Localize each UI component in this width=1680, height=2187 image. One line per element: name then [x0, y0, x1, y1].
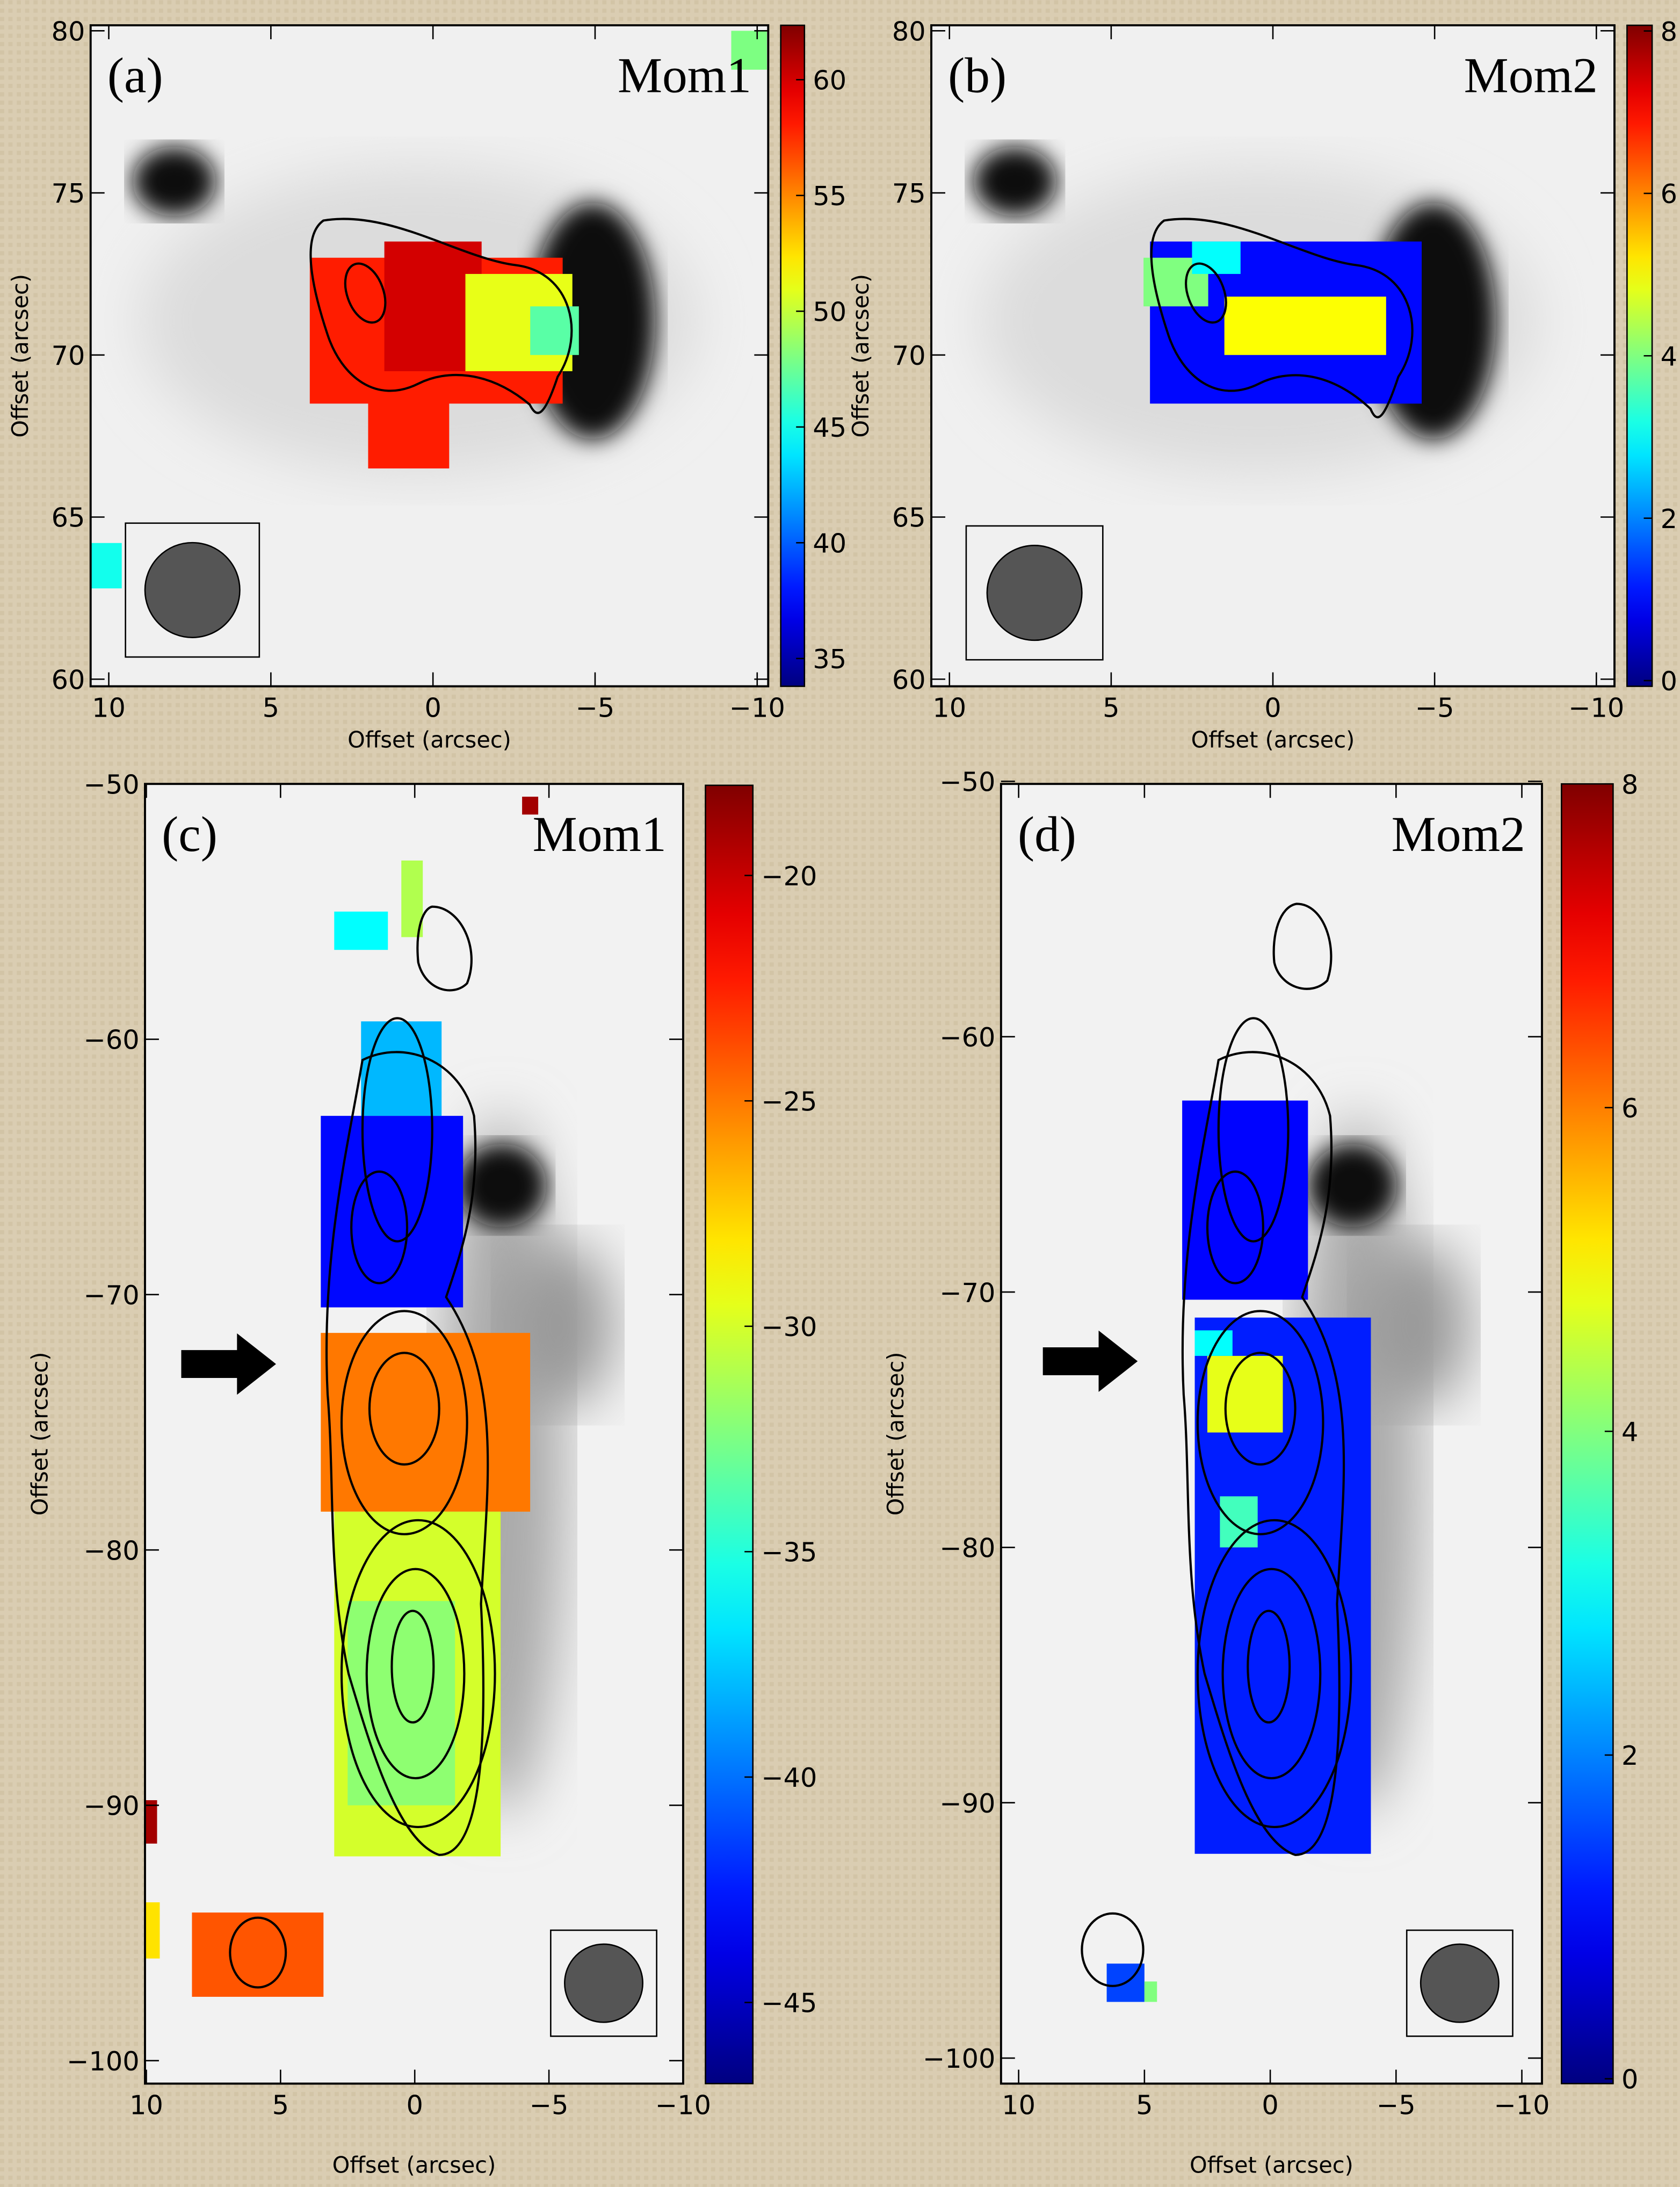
colorbar-tick-label: 0 [1621, 2064, 1638, 2095]
colorbar-tick-label: 4 [1621, 1417, 1638, 1448]
y-tick-label: −60 [939, 1022, 995, 1053]
y-tick-label: 70 [892, 340, 926, 371]
colorbar-tick-label: 60 [813, 65, 846, 96]
y-tick-label: 60 [892, 664, 926, 695]
panel-label: (a) [107, 48, 163, 104]
colorbar-tick-label: 55 [813, 181, 846, 212]
colorbar-tick-label: 6 [1621, 1093, 1638, 1124]
y-tick-label: −100 [67, 2046, 139, 2077]
x-tick-label: −10 [1568, 692, 1624, 724]
region [89, 543, 121, 588]
x-tick-label: 5 [1103, 692, 1119, 724]
y-tick-label: −100 [923, 2043, 995, 2074]
panel-title: Mom1 [533, 807, 667, 862]
x-axis-label: Offset (arcsec) [332, 2152, 496, 2178]
colorbar-tick-label: 6 [1661, 178, 1677, 210]
region [1195, 1330, 1233, 1356]
y-tick-label: 60 [52, 664, 85, 695]
region [1220, 1496, 1257, 1547]
colorbar-tick-label: 45 [813, 412, 846, 443]
colorbar-tick-label: 35 [813, 644, 846, 675]
x-axis-label: Offset (arcsec) [347, 727, 511, 753]
colorbar [781, 25, 805, 686]
x-tick-label: −5 [576, 692, 615, 724]
region-group [1143, 242, 1422, 404]
x-tick-label: 5 [263, 692, 279, 724]
y-tick-label: −80 [84, 1535, 140, 1566]
y-axis-label: Offset (arcsec) [7, 274, 33, 438]
region [1225, 297, 1386, 355]
y-axis-label: Offset (arcsec) [882, 1352, 909, 1516]
y-tick-label: −60 [84, 1024, 140, 1056]
y-tick-label: −90 [84, 1791, 140, 1822]
region [1145, 1981, 1157, 2002]
x-tick-label: −10 [655, 2090, 711, 2121]
region [1192, 242, 1240, 274]
colorbar [1561, 784, 1613, 2083]
colorbar-tick-label: 50 [813, 297, 846, 328]
region [334, 912, 388, 950]
colorbar-tick-label: −45 [761, 1988, 817, 2019]
x-axis-label: Offset (arcsec) [1190, 2152, 1353, 2178]
x-tick-label: −10 [1494, 2090, 1549, 2121]
x-tick-label: 0 [1264, 692, 1281, 724]
panel-label: (c) [162, 807, 218, 862]
panel-label: (d) [1018, 807, 1076, 862]
y-tick-label: 65 [892, 502, 926, 533]
x-tick-label: 10 [129, 2090, 163, 2121]
y-tick-label: −70 [84, 1280, 140, 1311]
x-axis-label: Offset (arcsec) [1191, 727, 1355, 753]
region [192, 1912, 323, 1997]
colorbar-tick-label: −35 [761, 1537, 817, 1568]
colorbar-tick-label: 8 [1621, 769, 1638, 800]
region [361, 1021, 441, 1116]
figure: (a)Mom11050−5−106065707580Offset (arcsec… [0, 0, 1680, 2187]
y-tick-label: 75 [52, 178, 85, 209]
x-tick-label: 5 [272, 2090, 289, 2121]
x-tick-label: −5 [530, 2090, 569, 2121]
x-tick-label: −5 [1415, 692, 1454, 724]
x-tick-label: 5 [1136, 2090, 1153, 2121]
colorbar-tick-label: 8 [1661, 16, 1677, 47]
region [321, 1116, 463, 1307]
y-tick-label: −80 [939, 1533, 995, 1564]
colorbar-tick-label: 0 [1661, 666, 1677, 697]
region [368, 387, 449, 468]
y-tick-label: 70 [52, 340, 85, 371]
colorbar-tick-label: −25 [761, 1086, 817, 1117]
y-tick-label: −50 [84, 769, 140, 800]
colorbar-tick-label: 2 [1661, 503, 1677, 535]
colorbar-tick-label: 40 [813, 528, 846, 559]
x-tick-label: 0 [407, 2090, 423, 2121]
y-tick-label: 65 [52, 502, 85, 533]
x-tick-label: −10 [729, 692, 785, 724]
panel-title: Mom2 [1392, 807, 1525, 862]
y-tick-label: −90 [939, 1788, 995, 1819]
y-axis-label: Offset (arcsec) [848, 274, 874, 438]
x-tick-label: 10 [932, 692, 966, 724]
panel-title: Mom2 [1464, 48, 1598, 104]
colorbar-tick-label: −30 [761, 1311, 817, 1342]
y-tick-label: 75 [892, 178, 926, 209]
colorbar-tick-label: 2 [1621, 1740, 1638, 1771]
x-tick-label: 10 [1002, 2090, 1035, 2121]
y-tick-label: 80 [892, 16, 926, 47]
colorbar-tick-label: −20 [761, 861, 817, 892]
colorbar-tick-label: −40 [761, 1762, 817, 1793]
panel-title: Mom1 [618, 48, 751, 104]
y-tick-label: −70 [939, 1277, 995, 1308]
colorbar [706, 785, 753, 2084]
panel-label: (b) [948, 48, 1006, 104]
region [1207, 1356, 1283, 1433]
colorbar-tick-label: 4 [1661, 341, 1677, 372]
y-tick-label: −50 [939, 767, 995, 798]
x-tick-label: −5 [1377, 2090, 1416, 2121]
x-tick-label: 0 [424, 692, 441, 724]
x-tick-label: 0 [1262, 2090, 1278, 2121]
x-tick-label: 10 [92, 692, 126, 724]
y-tick-label: 80 [52, 16, 85, 47]
y-axis-label: Offset (arcsec) [26, 1352, 53, 1516]
